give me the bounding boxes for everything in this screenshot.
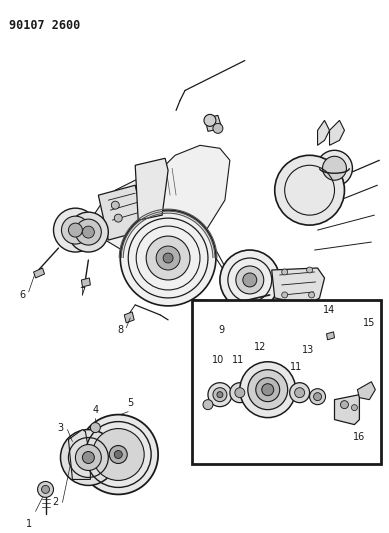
Polygon shape: [317, 120, 329, 146]
Circle shape: [208, 383, 232, 407]
Circle shape: [114, 450, 122, 458]
Circle shape: [213, 123, 223, 133]
Circle shape: [92, 429, 144, 480]
Text: 4: 4: [92, 405, 98, 415]
Circle shape: [109, 446, 127, 464]
Polygon shape: [326, 332, 335, 340]
Circle shape: [262, 384, 274, 395]
Circle shape: [203, 400, 213, 410]
Circle shape: [282, 269, 288, 275]
Text: 5: 5: [127, 398, 133, 408]
Text: 10: 10: [212, 355, 224, 365]
Circle shape: [307, 267, 313, 273]
Circle shape: [317, 150, 352, 186]
Circle shape: [68, 223, 82, 237]
Polygon shape: [90, 146, 230, 260]
Circle shape: [90, 423, 100, 433]
Circle shape: [351, 405, 357, 410]
Circle shape: [256, 378, 280, 402]
Circle shape: [204, 115, 216, 126]
Circle shape: [54, 208, 97, 252]
Circle shape: [248, 370, 288, 410]
Polygon shape: [81, 278, 90, 287]
Circle shape: [68, 212, 108, 252]
Circle shape: [243, 273, 257, 287]
Circle shape: [275, 155, 345, 225]
Circle shape: [230, 383, 250, 402]
Circle shape: [79, 415, 158, 495]
Text: 11: 11: [289, 362, 302, 372]
Polygon shape: [33, 268, 44, 278]
Circle shape: [163, 253, 173, 263]
Text: 16: 16: [353, 432, 366, 441]
Circle shape: [146, 236, 190, 280]
Polygon shape: [68, 430, 90, 480]
Circle shape: [235, 387, 245, 398]
Polygon shape: [357, 382, 375, 400]
Bar: [192, 300, 381, 464]
Text: 8: 8: [117, 325, 123, 335]
Circle shape: [114, 214, 122, 222]
Polygon shape: [135, 158, 168, 220]
Circle shape: [282, 292, 288, 298]
Polygon shape: [205, 116, 222, 131]
Circle shape: [75, 445, 101, 471]
Text: 2: 2: [53, 497, 59, 507]
Circle shape: [38, 481, 54, 497]
Circle shape: [314, 393, 322, 401]
Text: 9: 9: [219, 325, 225, 335]
Circle shape: [322, 156, 347, 180]
Polygon shape: [335, 394, 359, 425]
Polygon shape: [221, 312, 231, 322]
Circle shape: [213, 387, 227, 402]
Circle shape: [120, 210, 216, 306]
Circle shape: [156, 246, 180, 270]
Text: 15: 15: [363, 318, 375, 328]
Circle shape: [308, 292, 315, 298]
Text: 11: 11: [232, 355, 244, 365]
Polygon shape: [98, 185, 145, 240]
Polygon shape: [124, 312, 134, 323]
Text: 7: 7: [79, 287, 86, 297]
Text: 12: 12: [254, 342, 266, 352]
Text: 90107 2600: 90107 2600: [9, 19, 80, 31]
Circle shape: [290, 383, 310, 402]
Circle shape: [220, 250, 280, 310]
Circle shape: [61, 216, 89, 244]
Circle shape: [217, 392, 223, 398]
Circle shape: [111, 201, 119, 209]
Circle shape: [60, 430, 116, 486]
Text: 14: 14: [323, 305, 336, 315]
Circle shape: [42, 486, 49, 494]
Polygon shape: [329, 120, 345, 146]
Text: 13: 13: [301, 345, 314, 355]
Text: 1: 1: [26, 519, 32, 529]
Circle shape: [75, 219, 101, 245]
Text: 6: 6: [19, 290, 26, 300]
Circle shape: [82, 451, 95, 464]
Polygon shape: [272, 268, 324, 305]
Circle shape: [240, 362, 296, 417]
Text: 3: 3: [58, 423, 63, 433]
Circle shape: [294, 387, 305, 398]
Circle shape: [236, 266, 264, 294]
Circle shape: [82, 226, 95, 238]
Circle shape: [340, 401, 349, 409]
Circle shape: [310, 389, 326, 405]
